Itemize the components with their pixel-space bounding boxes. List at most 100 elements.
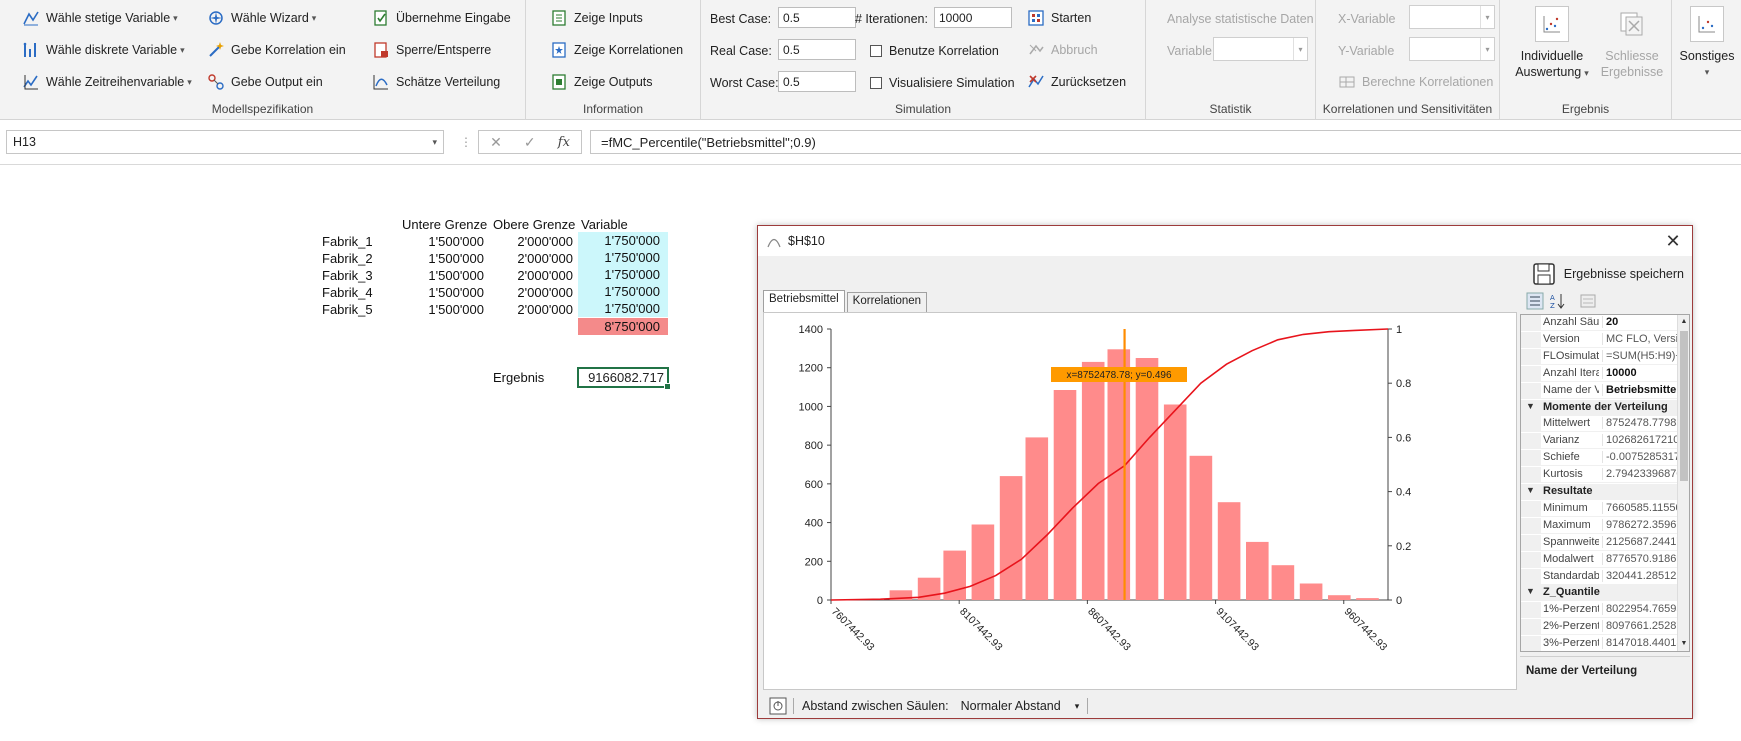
header-untere-grenze[interactable]: Untere Grenze	[402, 217, 488, 232]
row-upper-5[interactable]: 2'000'000	[517, 302, 573, 317]
property-value[interactable]: 9786272.35967	[1602, 518, 1679, 531]
row-value-5[interactable]: 1'750'000	[578, 300, 668, 317]
header-variable[interactable]: Variable	[581, 217, 628, 232]
name-box[interactable]: H13 ▾	[6, 130, 444, 154]
chevron-down-icon[interactable]: ▾	[1293, 38, 1307, 60]
gebe-output-ein-button[interactable]: Gebe Output ein	[207, 71, 323, 93]
scroll-down-icon[interactable]: ▼	[1680, 640, 1688, 647]
property-value[interactable]: 8752478.77985	[1602, 417, 1679, 430]
abstand-select[interactable]: Normaler Abstand ▾	[960, 699, 1080, 713]
property-value[interactable]: -0.00752853171	[1602, 451, 1679, 464]
chevron-down-icon[interactable]: ▼	[1526, 485, 1535, 495]
histogram-chart[interactable]: 0 200 400 600 800 1000 1200 1400 0 0.2 0.4 0.6 0.8 1 7…	[763, 312, 1517, 690]
property-value[interactable]: =SUM(H5:H9)+H	[1602, 349, 1679, 362]
abbruch-button[interactable]: Abbruch	[1027, 39, 1098, 61]
chevron-down-icon[interactable]: ▼	[1526, 400, 1535, 411]
zeige-outputs-button[interactable]: Zeige Outputs	[550, 71, 653, 93]
property-value[interactable]: 20	[1602, 316, 1679, 328]
property-row[interactable]: Standardabw320441.285122	[1521, 568, 1679, 585]
berechne-korrelationen-button[interactable]: Berechne Korrelationen	[1338, 71, 1493, 93]
schliesse-ergebnisse-button[interactable]: Schliesse Ergebnisse	[1596, 6, 1668, 80]
gebe-korrelation-ein-button[interactable]: Gebe Korrelation ein	[207, 39, 346, 61]
property-row[interactable]: Anzahl Iterationen10000	[1521, 365, 1679, 382]
scroll-thumb[interactable]	[1680, 331, 1688, 481]
property-scrollbar[interactable]: ▲ ▼	[1677, 315, 1689, 651]
checkbox-box[interactable]	[870, 77, 882, 89]
row-name-3[interactable]: Fabrik_3	[322, 268, 373, 283]
property-value[interactable]: MC FLO, Version	[1602, 332, 1679, 345]
row-upper-3[interactable]: 2'000'000	[517, 268, 573, 283]
property-value[interactable]: 8097661.25287	[1602, 620, 1679, 633]
sonstiges-button[interactable]: Sonstiges ▾	[1674, 6, 1740, 80]
individuelle-auswertung-button[interactable]: Individuelle Auswertung ▾	[1514, 6, 1590, 81]
categorized-icon[interactable]	[1526, 292, 1544, 310]
property-row[interactable]: 1%-Perzentil8022954.76595	[1521, 602, 1679, 619]
scroll-up-icon[interactable]: ▲	[1680, 318, 1688, 325]
insert-function-icon[interactable]: fx	[557, 134, 570, 150]
property-row[interactable]: Name der VerteilungBetriebsmittel	[1521, 382, 1679, 399]
zeige-inputs-button[interactable]: Zeige Inputs	[550, 7, 643, 29]
row-name-4[interactable]: Fabrik_4	[322, 285, 373, 300]
waehle-wizard-button[interactable]: Wähle Wizard ▾	[207, 7, 316, 29]
property-category[interactable]: ▼ Resultate	[1521, 484, 1679, 500]
property-value[interactable]: 102682617210.	[1602, 434, 1679, 447]
waehle-stetige-variable-button[interactable]: Wähle stetige Variable ▾	[22, 7, 178, 29]
row-name-1[interactable]: Fabrik_1	[322, 234, 373, 249]
x-variable-select[interactable]: ▾	[1409, 5, 1495, 29]
variable-select[interactable]: ▾	[1213, 37, 1308, 61]
property-pages-icon[interactable]	[1579, 292, 1597, 310]
window-titlebar[interactable]: $H$10 ✕	[758, 226, 1692, 256]
property-row[interactable]: Mittelwert 8752478.77985	[1521, 416, 1679, 433]
chevron-down-icon[interactable]: ▾	[1480, 6, 1494, 28]
property-row[interactable]: Version MC FLO, Version	[1521, 331, 1679, 348]
row-value-4[interactable]: 1'750'000	[578, 283, 668, 300]
iterations-input[interactable]	[934, 7, 1012, 28]
property-row[interactable]: Varianz 102682617210.	[1521, 433, 1679, 450]
property-category[interactable]: ▼ Z_Quantile	[1521, 585, 1679, 602]
row-name-2[interactable]: Fabrik_2	[322, 251, 373, 266]
cancel-icon[interactable]: ✕	[490, 133, 502, 150]
row-lower-1[interactable]: 1'500'000	[428, 234, 484, 249]
row-value-1[interactable]: 1'750'000	[578, 232, 668, 249]
total-cell[interactable]: 8'750'000	[578, 318, 668, 335]
result-window[interactable]: $H$10 ✕ Ergebnisse speichern Betriebsmit…	[757, 225, 1693, 719]
vertical-dots-icon[interactable]: ⋮	[460, 135, 472, 149]
close-icon[interactable]: ✕	[1665, 231, 1681, 251]
property-row[interactable]: 3%-Perzentil8147018.44013	[1521, 636, 1679, 651]
confirm-icon[interactable]: ✓	[523, 133, 536, 150]
checkbox-box[interactable]	[870, 45, 882, 57]
property-value[interactable]: 8776570.91869	[1602, 552, 1679, 565]
property-row[interactable]: Minimum 7660585.11550	[1521, 500, 1679, 517]
zuruecksetzen-button[interactable]: Zurücksetzen	[1027, 71, 1126, 93]
property-value[interactable]: 320441.285122	[1602, 569, 1679, 582]
row-lower-4[interactable]: 1'500'000	[428, 285, 484, 300]
ergebnisse-speichern-button[interactable]: Ergebnisse speichern	[1532, 262, 1684, 286]
visualisiere-simulation-checkbox[interactable]: Visualisiere Simulation	[870, 76, 1015, 90]
property-row[interactable]: FLOsimulation=SUM(H5:H9)+H	[1521, 348, 1679, 365]
row-upper-1[interactable]: 2'000'000	[517, 234, 573, 249]
ergebnis-cell-selected[interactable]: 9166082.717	[577, 367, 671, 390]
row-name-5[interactable]: Fabrik_5	[322, 302, 373, 317]
property-value[interactable]: 2.79423396870	[1602, 468, 1679, 481]
property-row[interactable]: Maximum 9786272.35967	[1521, 517, 1679, 534]
chevron-down-icon[interactable]: ▼	[1526, 586, 1535, 597]
chevron-down-icon[interactable]: ▾	[432, 137, 437, 147]
row-lower-3[interactable]: 1'500'000	[428, 268, 484, 283]
property-value[interactable]: 8022954.76595	[1602, 603, 1679, 616]
property-grid[interactable]: Anzahl Säulen20VersionMC FLO, VersionFLO…	[1520, 314, 1690, 652]
waehle-diskrete-variable-button[interactable]: Wähle diskrete Variable ▾	[22, 39, 185, 61]
property-row[interactable]: 2%-Perzentil8097661.25287	[1521, 619, 1679, 636]
uebernehme-eingabe-button[interactable]: Übernehme Eingabe	[372, 7, 511, 29]
worst-case-input[interactable]	[778, 71, 856, 92]
benutze-korrelation-checkbox[interactable]: Benutze Korrelation	[870, 44, 999, 58]
real-case-input[interactable]	[778, 39, 856, 60]
waehle-zeitreihenvariable-button[interactable]: Wähle Zeitreihenvariable ▾	[22, 71, 192, 93]
property-value[interactable]: 10000	[1602, 366, 1679, 379]
property-row[interactable]: Modalwert 8776570.91869	[1521, 551, 1679, 568]
tab-betriebsmittel[interactable]: Betriebsmittel	[763, 290, 845, 312]
chart-settings-icon[interactable]	[769, 697, 787, 715]
property-value[interactable]: Betriebsmittel	[1602, 383, 1679, 396]
property-row[interactable]: Spannweite 2125687.24417	[1521, 534, 1679, 551]
schaetze-verteilung-button[interactable]: Schätze Verteilung	[372, 71, 500, 93]
property-value[interactable]: 8147018.44013	[1602, 637, 1679, 650]
